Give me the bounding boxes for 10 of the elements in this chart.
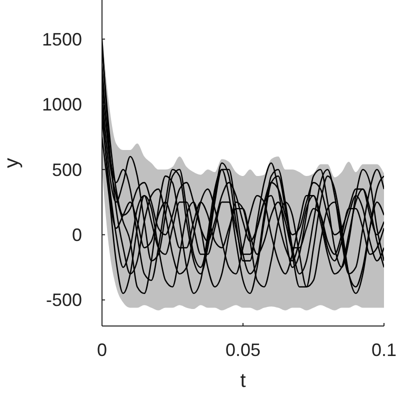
y-tick-label: 0 xyxy=(72,225,82,246)
y-tick-label: 1500 xyxy=(42,29,82,50)
x-tick-label: 0.05 xyxy=(225,340,261,360)
y-axis-title: y xyxy=(1,158,23,168)
x-axis-title: t xyxy=(240,370,246,392)
x-tick-label: 0 xyxy=(96,340,108,360)
y-tick-label: -500 xyxy=(46,290,82,310)
x-tick-label: 0.1 xyxy=(371,340,397,360)
y-tick-label: 500 xyxy=(52,160,82,180)
y-tick-label: 1000 xyxy=(42,94,82,115)
